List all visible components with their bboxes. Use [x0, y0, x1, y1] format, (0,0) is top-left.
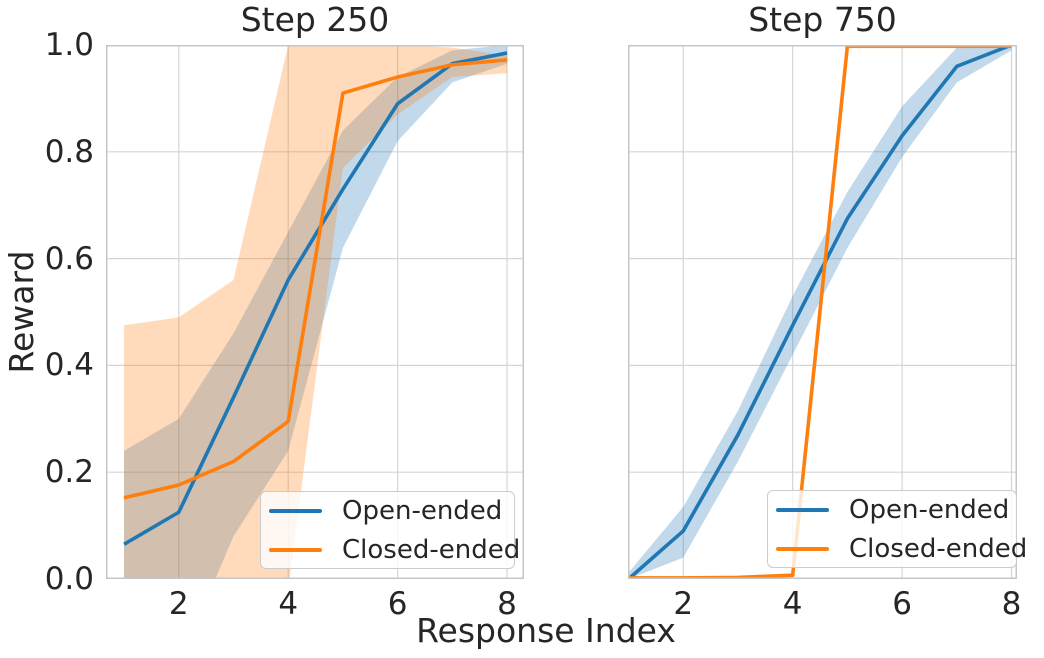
legend-entry-open-ended: Open-ended — [261, 496, 514, 526]
x-tick-label: 6 — [892, 586, 912, 622]
legend-line-open-ended-icon — [269, 508, 322, 513]
legend-entry-open-ended: Open-ended — [768, 495, 1016, 525]
legend-entry-closed-ended: Closed-ended — [261, 535, 520, 565]
legend-line-closed-ended-icon — [269, 547, 322, 552]
subplot-title-step-750: Step 750 — [748, 0, 897, 39]
legend-line-closed-ended-icon — [776, 546, 829, 551]
x-tick-label: 4 — [278, 586, 299, 622]
x-tick-label: 8 — [497, 586, 517, 622]
x-tick-label: 6 — [387, 586, 408, 622]
y-tick-label: 1.0 — [44, 27, 94, 63]
legend-label-closed-ended: Closed-ended — [849, 533, 1028, 564]
axes-step-250 — [106, 45, 524, 579]
y-tick-label: 0.8 — [44, 133, 94, 170]
legend-label-open-ended: Open-ended — [342, 495, 503, 526]
y-tick-label: 0.2 — [44, 454, 94, 491]
y-tick-label: 0.4 — [44, 347, 94, 384]
axes-step-750 — [628, 45, 1017, 579]
legend-step-750: Open-ended Closed-ended — [767, 490, 1027, 568]
x-tick-label: 2 — [673, 586, 694, 622]
x-axis-label: Response Index — [416, 611, 676, 650]
legend-label-closed-ended: Closed-ended — [342, 534, 521, 565]
legend-entry-closed-ended: Closed-ended — [768, 534, 1027, 564]
x-tick-label: 2 — [168, 586, 189, 622]
x-tick-label: 8 — [1001, 586, 1022, 622]
y-tick-label: 0.6 — [44, 240, 94, 277]
legend-line-open-ended-icon — [776, 507, 829, 512]
x-tick-label: 4 — [782, 586, 803, 622]
legend-label-open-ended: Open-ended — [849, 494, 1010, 525]
subplot-title-step-250: Step 250 — [240, 0, 390, 39]
legend-step-250: Open-ended Closed-ended — [260, 491, 520, 569]
y-tick-label: 0.0 — [44, 561, 94, 597]
